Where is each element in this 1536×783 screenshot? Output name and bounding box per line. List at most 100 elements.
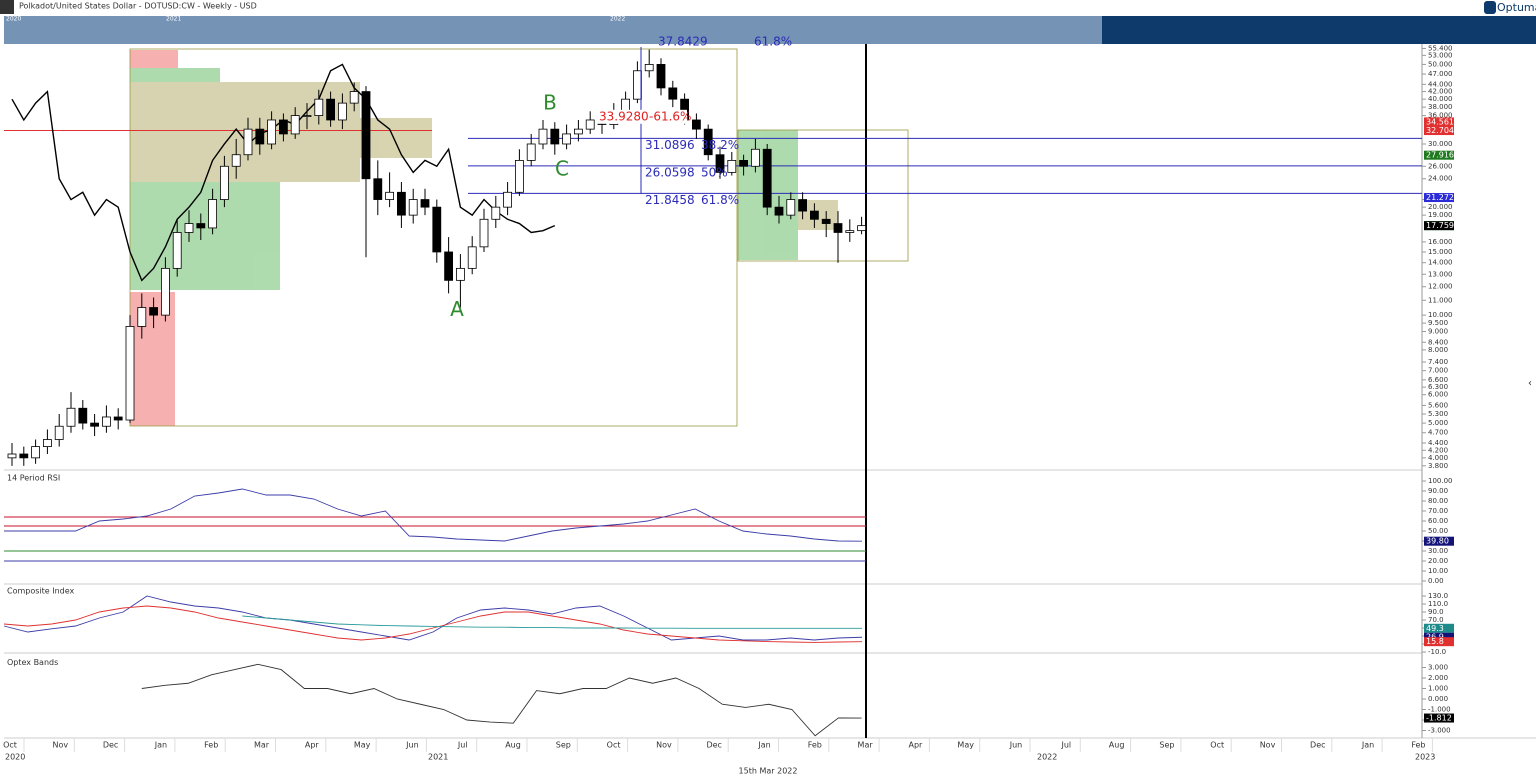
x-tick-label: Oct bbox=[1210, 741, 1224, 750]
x-tick-label: Feb bbox=[1411, 741, 1425, 750]
candle-body bbox=[479, 218, 489, 248]
x-tick-label: Oct bbox=[607, 741, 621, 750]
candle-body bbox=[231, 154, 241, 167]
nav-year: 2022 bbox=[610, 16, 625, 23]
fib-price: 37.8429 bbox=[658, 35, 708, 49]
candle-body bbox=[633, 70, 642, 100]
candle-body bbox=[526, 143, 536, 161]
price-tag-label: 49.3 bbox=[1426, 624, 1444, 633]
y-tick-label: 30.00 bbox=[1428, 547, 1448, 555]
price-tag-label: 17.759 bbox=[1426, 221, 1454, 230]
candle-body bbox=[833, 223, 843, 233]
price-tag bbox=[1424, 150, 1454, 160]
cursor-date: 15th Mar 2022 bbox=[739, 767, 798, 776]
navigator-right bbox=[1102, 16, 1536, 44]
price-tag-label: 32.704 bbox=[1426, 126, 1454, 135]
fib-price: 31.0896 bbox=[645, 138, 695, 152]
y-tick-label: 26.000 bbox=[1428, 162, 1453, 170]
line-series bbox=[3, 595, 863, 641]
fib-price: 33.9280 bbox=[599, 109, 649, 123]
x-tick-label: Jul bbox=[457, 741, 468, 750]
y-tick-label: 20.00 bbox=[1428, 557, 1448, 565]
x-tick-label: Oct bbox=[3, 741, 17, 750]
x-tick-label: Nov bbox=[656, 741, 672, 750]
candle-body bbox=[727, 159, 737, 173]
fib-ratio: 61.8% bbox=[701, 193, 739, 207]
year-label: 2023 bbox=[1415, 753, 1435, 762]
line-series bbox=[242, 615, 862, 629]
candle-body bbox=[31, 446, 41, 459]
profile-box bbox=[737, 129, 909, 262]
x-tick-label: Apr bbox=[305, 741, 320, 750]
candle-body bbox=[574, 128, 583, 135]
app-icon[interactable] bbox=[0, 0, 14, 14]
candle-body bbox=[715, 154, 725, 173]
x-tick-label: May bbox=[354, 741, 371, 750]
candle-body bbox=[302, 115, 312, 117]
panel-title: Optex Bands bbox=[7, 658, 58, 667]
candle-body bbox=[361, 91, 371, 180]
price-tag-label: 34.561 bbox=[1426, 117, 1454, 126]
price-tag bbox=[1424, 623, 1454, 633]
x-tick-label: Sep bbox=[1159, 741, 1174, 750]
y-tick-label: 5.300 bbox=[1428, 410, 1448, 418]
x-tick-label: Sep bbox=[556, 741, 571, 750]
price-tag bbox=[1424, 536, 1454, 546]
price-tag-label: 27.916 bbox=[1426, 151, 1454, 160]
candle-body bbox=[432, 206, 442, 253]
candle-body bbox=[208, 199, 218, 229]
y-tick-label: 50.00 bbox=[1428, 527, 1448, 535]
y-tick-label: -3.000 bbox=[1428, 727, 1451, 735]
nav-year: 2020 bbox=[6, 16, 21, 23]
y-tick-label: 19.000 bbox=[1428, 211, 1453, 219]
fib-price: 21.8458 bbox=[645, 193, 695, 207]
y-tick-label: 6.600 bbox=[1428, 376, 1448, 384]
collapse-arrow[interactable]: ‹ bbox=[1528, 378, 1532, 389]
y-tick-label: 6.000 bbox=[1428, 391, 1448, 399]
y-tick-label: 70.0 bbox=[1428, 616, 1444, 624]
y-tick-label: 60.00 bbox=[1428, 517, 1448, 525]
y-tick-label: 0.00 bbox=[1428, 577, 1444, 585]
candle-body bbox=[113, 416, 123, 421]
x-tick-label: Jan bbox=[1361, 741, 1374, 750]
candle-body bbox=[326, 98, 336, 121]
line-series bbox=[4, 488, 863, 542]
candle-body bbox=[503, 191, 513, 208]
brand: Optuma bbox=[1497, 1, 1536, 14]
x-tick-label: Dec bbox=[103, 741, 118, 750]
y-tick-label: 7.000 bbox=[1428, 367, 1448, 375]
y-tick-label: 36.000 bbox=[1428, 112, 1453, 120]
navigator[interactable] bbox=[4, 16, 1102, 44]
candle-body bbox=[278, 119, 288, 135]
candle-body bbox=[656, 64, 666, 89]
price-tag bbox=[1424, 126, 1454, 136]
year-label: 2020 bbox=[5, 753, 25, 762]
candle-body bbox=[160, 267, 170, 316]
y-tick-label: 9.000 bbox=[1428, 328, 1448, 336]
fib-ratio: 61.8% bbox=[754, 35, 792, 49]
candle-body bbox=[515, 159, 524, 193]
price-tag-label: 39.80 bbox=[1426, 537, 1449, 546]
y-tick-label: -10.0 bbox=[1428, 648, 1446, 656]
title: Polkadot/United States Dollar - DOTUSD:C… bbox=[19, 2, 257, 11]
y-tick-label: 42.000 bbox=[1428, 88, 1453, 96]
y-tick-label: 44.000 bbox=[1428, 80, 1453, 88]
wave-label: A bbox=[450, 297, 464, 321]
candle-body bbox=[385, 191, 395, 200]
y-tick-label: 11.000 bbox=[1428, 296, 1453, 304]
fib-ratio: 50% bbox=[701, 165, 728, 179]
candle-body bbox=[137, 307, 147, 327]
candle-body bbox=[219, 165, 229, 200]
candle-body bbox=[538, 128, 548, 145]
x-tick-label: Nov bbox=[1260, 741, 1276, 750]
candle-body bbox=[455, 267, 465, 281]
y-tick-label: 13.000 bbox=[1428, 270, 1453, 278]
y-tick-label: 5.000 bbox=[1428, 419, 1448, 427]
candle-body bbox=[149, 307, 159, 316]
line-series bbox=[3, 605, 863, 643]
candle-body bbox=[7, 453, 17, 459]
y-tick-label: 20.000 bbox=[1428, 203, 1453, 211]
candle-body bbox=[267, 119, 277, 145]
x-tick-label: Feb bbox=[808, 741, 822, 750]
